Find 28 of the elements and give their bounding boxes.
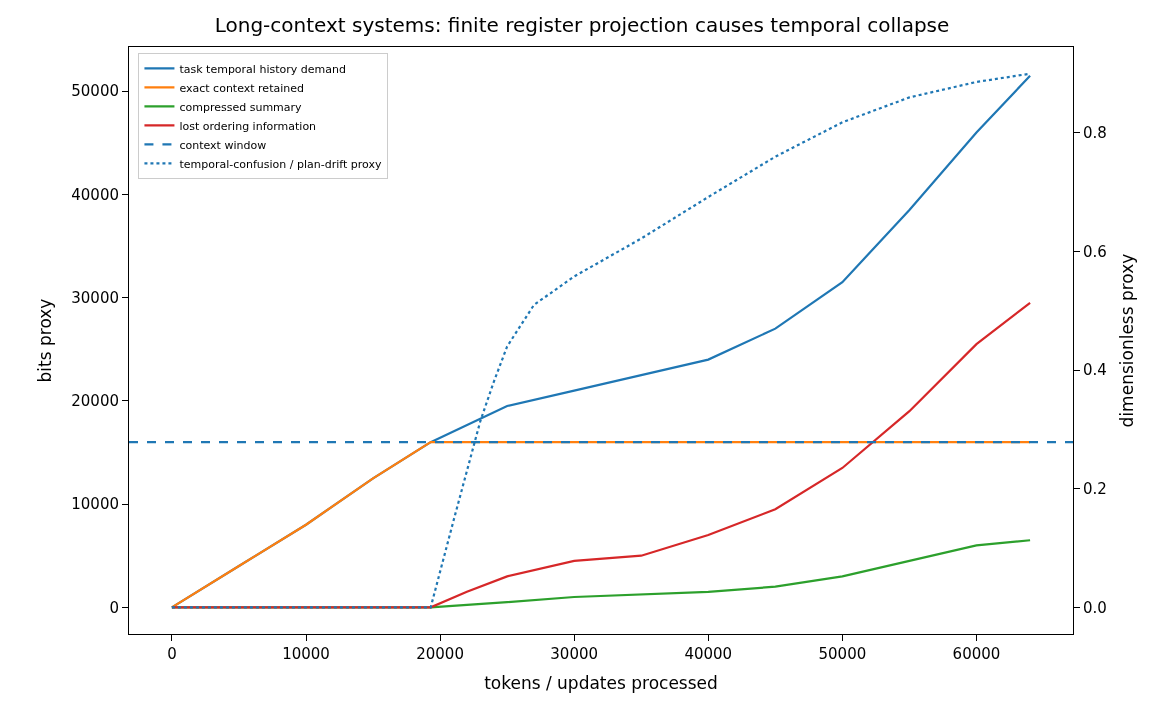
y2-tick-label: 0.8 [1083, 124, 1107, 143]
y-tick-label: 20000 [71, 392, 119, 411]
y-tick-label: 10000 [71, 495, 119, 514]
x-tick-label: 20000 [416, 645, 464, 663]
y2-axis-title: dimensionless proxy [1117, 253, 1138, 428]
y-tick-label: 30000 [71, 288, 119, 307]
y-tick-label: 50000 [71, 82, 119, 101]
x-tick-label: 0 [167, 645, 177, 663]
y-tick-label: 0 [109, 598, 119, 617]
x-tick-label: 10000 [282, 645, 330, 663]
x-axis-title: tokens / updates processed [484, 673, 718, 694]
y-tick-label: 40000 [71, 185, 119, 204]
y-axis-title: bits proxy [34, 298, 55, 383]
legend-label: lost ordering information [179, 119, 317, 133]
legend-label: task temporal history demand [179, 62, 346, 76]
x-tick-label: 40000 [684, 645, 733, 663]
y2-tick-label: 0.2 [1083, 479, 1107, 498]
legend-label: compressed summary [179, 100, 303, 114]
y2-tick-label: 0.0 [1083, 598, 1107, 617]
legend-label: exact context retained [179, 81, 304, 95]
y2-tick-label: 0.4 [1083, 361, 1107, 380]
x-tick-label: 50000 [818, 645, 867, 663]
x-tick-label: 30000 [550, 645, 599, 663]
x-tick-label: 60000 [952, 645, 1001, 663]
chart-title: Long-context systems: finite register projection causes temporal collapse [214, 12, 950, 37]
legend-label: context window [179, 138, 267, 152]
legend-label: temporal-confusion / plan-drift proxy [179, 157, 382, 171]
y2-tick-label: 0.6 [1083, 242, 1107, 261]
